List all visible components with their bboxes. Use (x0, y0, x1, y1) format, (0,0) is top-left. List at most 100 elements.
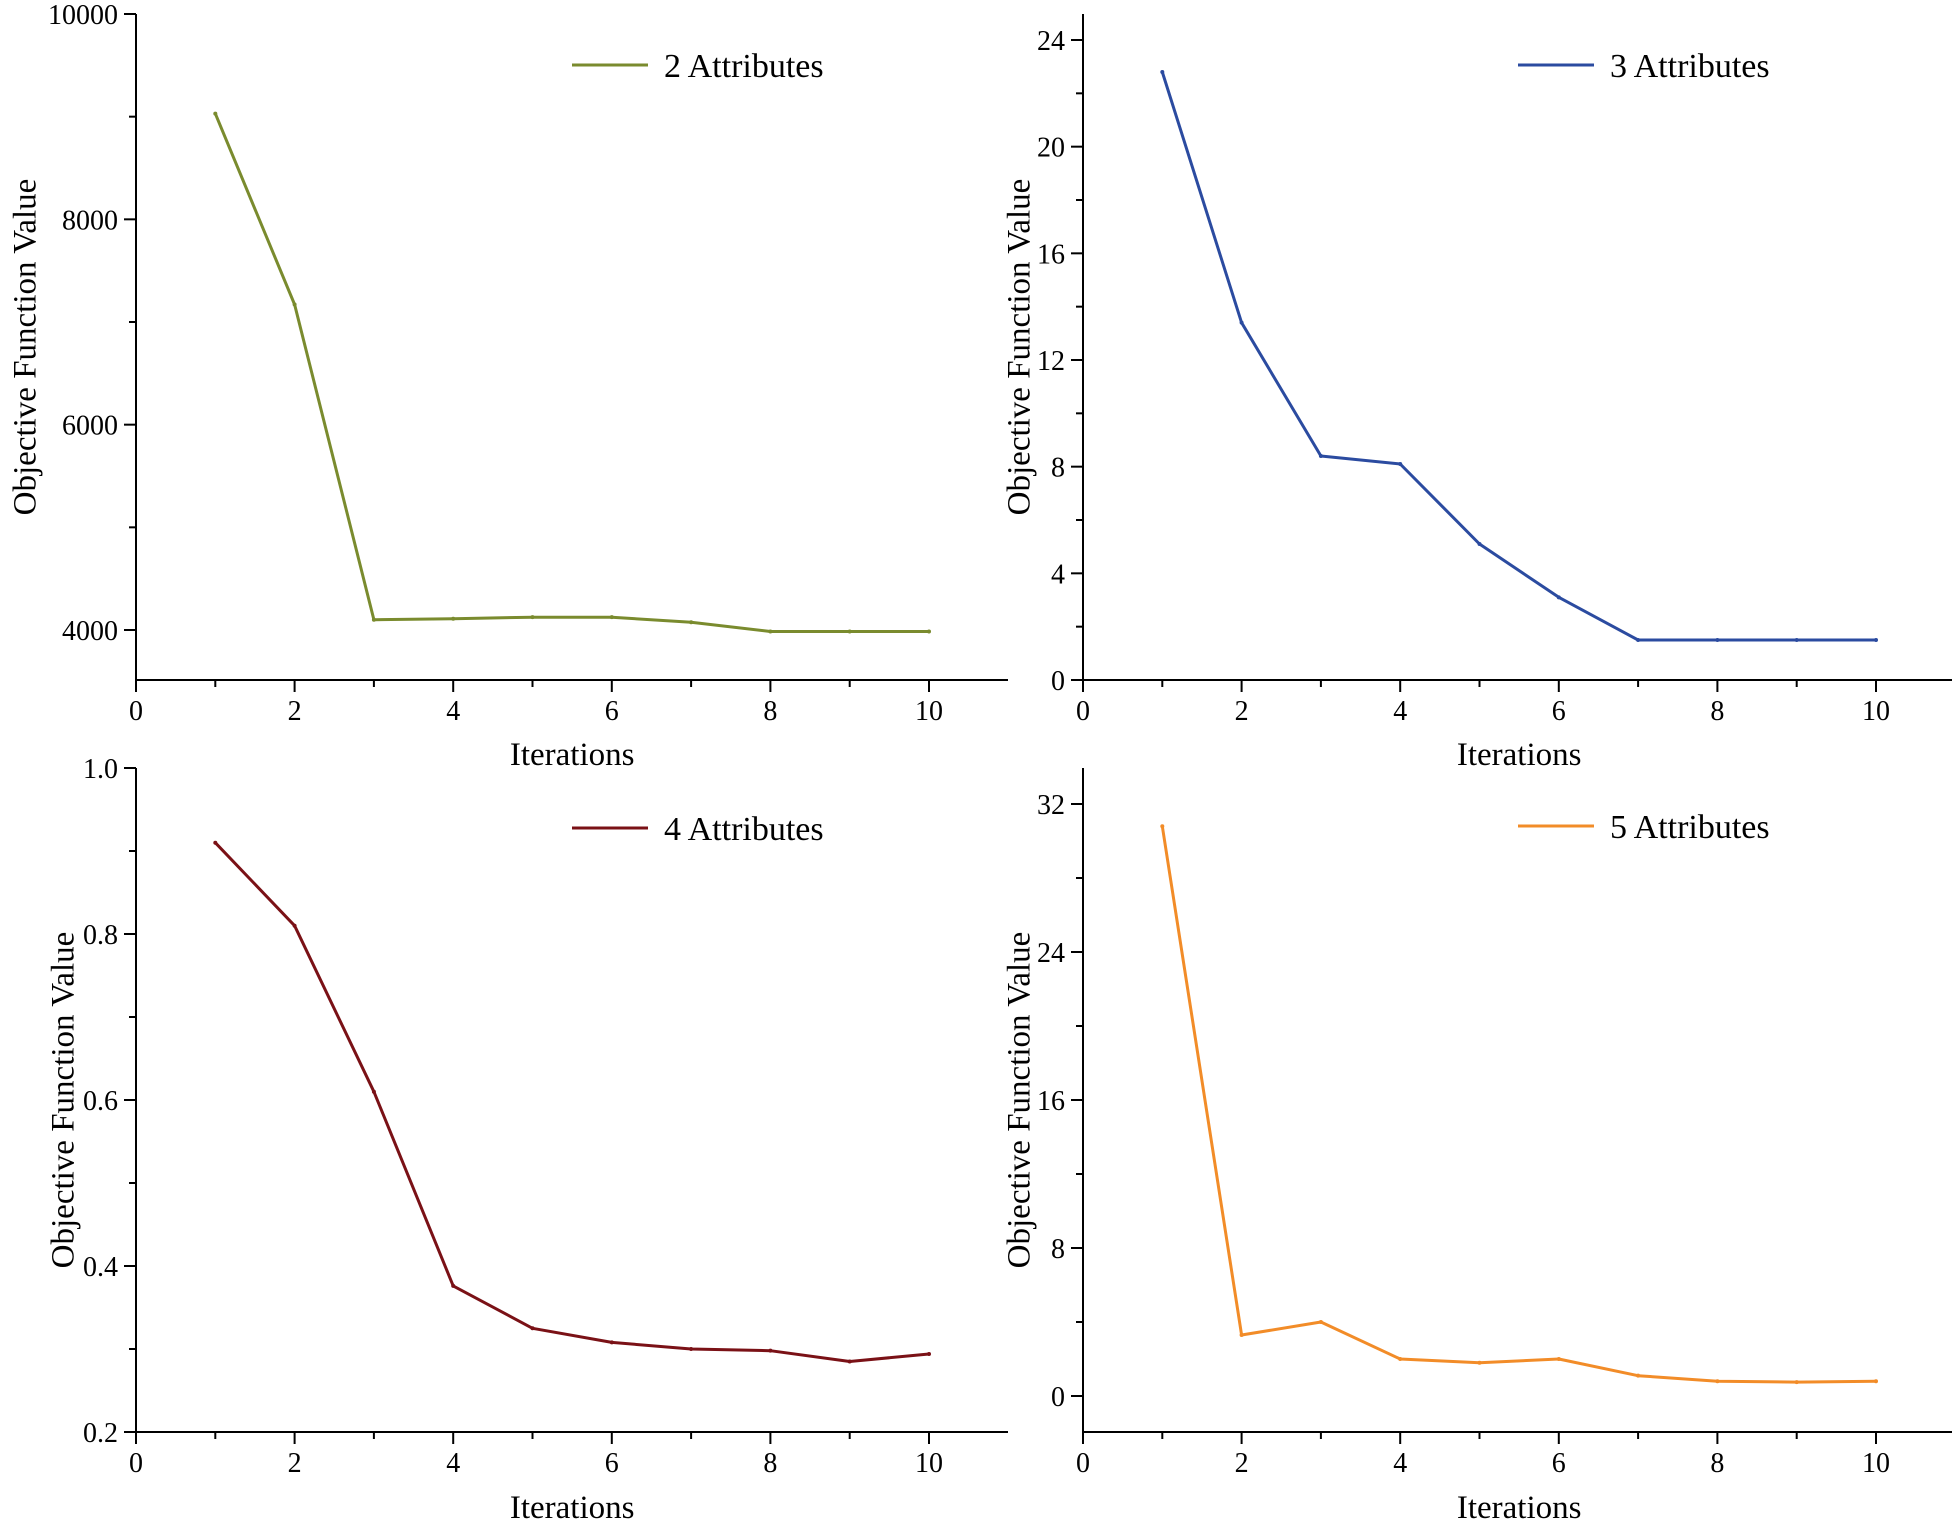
x-tick-label: 6 (605, 1448, 619, 1479)
x-tick-label: 2 (1235, 696, 1249, 727)
x-tick-label: 8 (1710, 696, 1724, 727)
y-tick-label: 0 (1051, 1382, 1065, 1413)
y-axis-title: Objective Function Value (1002, 932, 1038, 1269)
data-point (371, 1089, 376, 1094)
data-point (689, 1347, 694, 1351)
data-point (371, 617, 376, 622)
y-axis-title: Objective Function Value (8, 179, 44, 516)
data-point (1636, 638, 1641, 642)
series-line (214, 841, 930, 1363)
y-tick-label: 10000 (48, 0, 118, 31)
data-point (292, 302, 297, 307)
data-point (530, 615, 535, 620)
x-tick-label: 0 (129, 696, 143, 727)
data-point (689, 620, 694, 625)
data-point (927, 1351, 931, 1356)
chart-panel-4-attributes: 0 2 4 6 8 10 0.2 0.4 0.6 0.8 1.0 Iterations Objectiv… (46, 754, 1008, 1526)
series-line (1160, 825, 1877, 1384)
x-tick-label: 8 (763, 696, 777, 727)
x-tick-label: 6 (605, 696, 619, 727)
y-tick-label: 24 (1037, 938, 1065, 969)
legend-label: 5 Attributes (1610, 809, 1770, 846)
data-point (1160, 824, 1165, 829)
data-point (1239, 1332, 1244, 1337)
data-point (1556, 1357, 1561, 1361)
data-point (1477, 542, 1482, 546)
y-tick-label: 0.8 (83, 920, 118, 951)
data-point (1874, 1379, 1878, 1384)
y-tick-label: 24 (1037, 26, 1065, 57)
data-point (1318, 454, 1323, 458)
x-tick-label: 0 (1076, 696, 1090, 727)
y-tick-label: 0.6 (83, 1086, 118, 1117)
x-tick-label: 2 (288, 696, 302, 727)
x-axis-title: Iterations (1457, 737, 1582, 773)
x-tick-label: 8 (763, 1448, 777, 1479)
y-tick-label: 8 (1051, 453, 1065, 484)
y-tick-label: 16 (1037, 1086, 1065, 1117)
data-point (213, 840, 218, 845)
x-tick-label: 10 (1862, 696, 1890, 727)
legend-label: 3 Attributes (1610, 48, 1770, 85)
x-tick-label: 0 (129, 1448, 143, 1479)
x-tick-label: 6 (1552, 1448, 1566, 1479)
data-point (927, 629, 931, 634)
data-point (768, 629, 773, 634)
data-point (1477, 1360, 1482, 1365)
series-line (1160, 71, 1876, 642)
x-tick-label: 4 (446, 696, 460, 727)
legend-label: 2 Attributes (664, 48, 824, 85)
data-point (1794, 638, 1799, 642)
data-point (609, 1340, 614, 1345)
y-tick-label: 32 (1037, 790, 1065, 821)
x-tick-label: 2 (1235, 1448, 1249, 1479)
data-point (451, 1283, 456, 1288)
data-point (292, 923, 297, 928)
data-point (609, 615, 614, 620)
data-point (1239, 320, 1244, 325)
y-tick-label: 8 (1051, 1234, 1065, 1265)
data-point (530, 1326, 535, 1331)
data-point (213, 111, 218, 116)
y-tick-label: 6000 (62, 411, 118, 442)
data-point (1794, 1380, 1799, 1385)
data-point (1318, 1320, 1323, 1324)
data-point (1556, 595, 1561, 600)
data-point (451, 616, 456, 621)
y-tick-label: 0 (1051, 666, 1065, 697)
y-tick-label: 0.2 (83, 1418, 118, 1449)
y-tick-label: 16 (1037, 239, 1065, 270)
x-tick-label: 10 (915, 1448, 943, 1479)
y-tick-label: 4 (1051, 559, 1065, 590)
data-point (1160, 70, 1165, 74)
x-tick-label: 0 (1076, 1448, 1090, 1479)
y-tick-label: 8000 (62, 205, 118, 236)
y-tick-label: 20 (1037, 133, 1065, 164)
legend-label: 4 Attributes (664, 811, 824, 848)
y-tick-label: 4000 (62, 616, 118, 647)
x-tick-label: 4 (1393, 1448, 1407, 1479)
data-point (1398, 462, 1403, 466)
y-tick-label: 0.4 (83, 1252, 118, 1283)
chart-panel-2-attributes: 0 2 4 6 8 10 4000 6000 8000 10000 Iterations Object… (8, 0, 1008, 773)
y-axis-title: Objective Function Value (46, 932, 82, 1269)
x-axis-title: Iterations (1457, 1490, 1582, 1526)
x-tick-label: 8 (1710, 1448, 1724, 1479)
x-tick-label: 4 (446, 1448, 460, 1479)
y-tick-label: 12 (1037, 346, 1065, 377)
data-point (1398, 1357, 1403, 1361)
data-point (768, 1348, 773, 1353)
y-tick-label: 1.0 (83, 754, 118, 785)
x-tick-label: 10 (915, 696, 943, 727)
x-tick-label: 10 (1862, 1448, 1890, 1479)
data-point (847, 1359, 852, 1364)
data-point (1874, 638, 1878, 642)
series-line (213, 113, 929, 633)
data-point (1715, 638, 1720, 642)
x-tick-label: 4 (1393, 696, 1407, 727)
data-point (1636, 1373, 1641, 1378)
